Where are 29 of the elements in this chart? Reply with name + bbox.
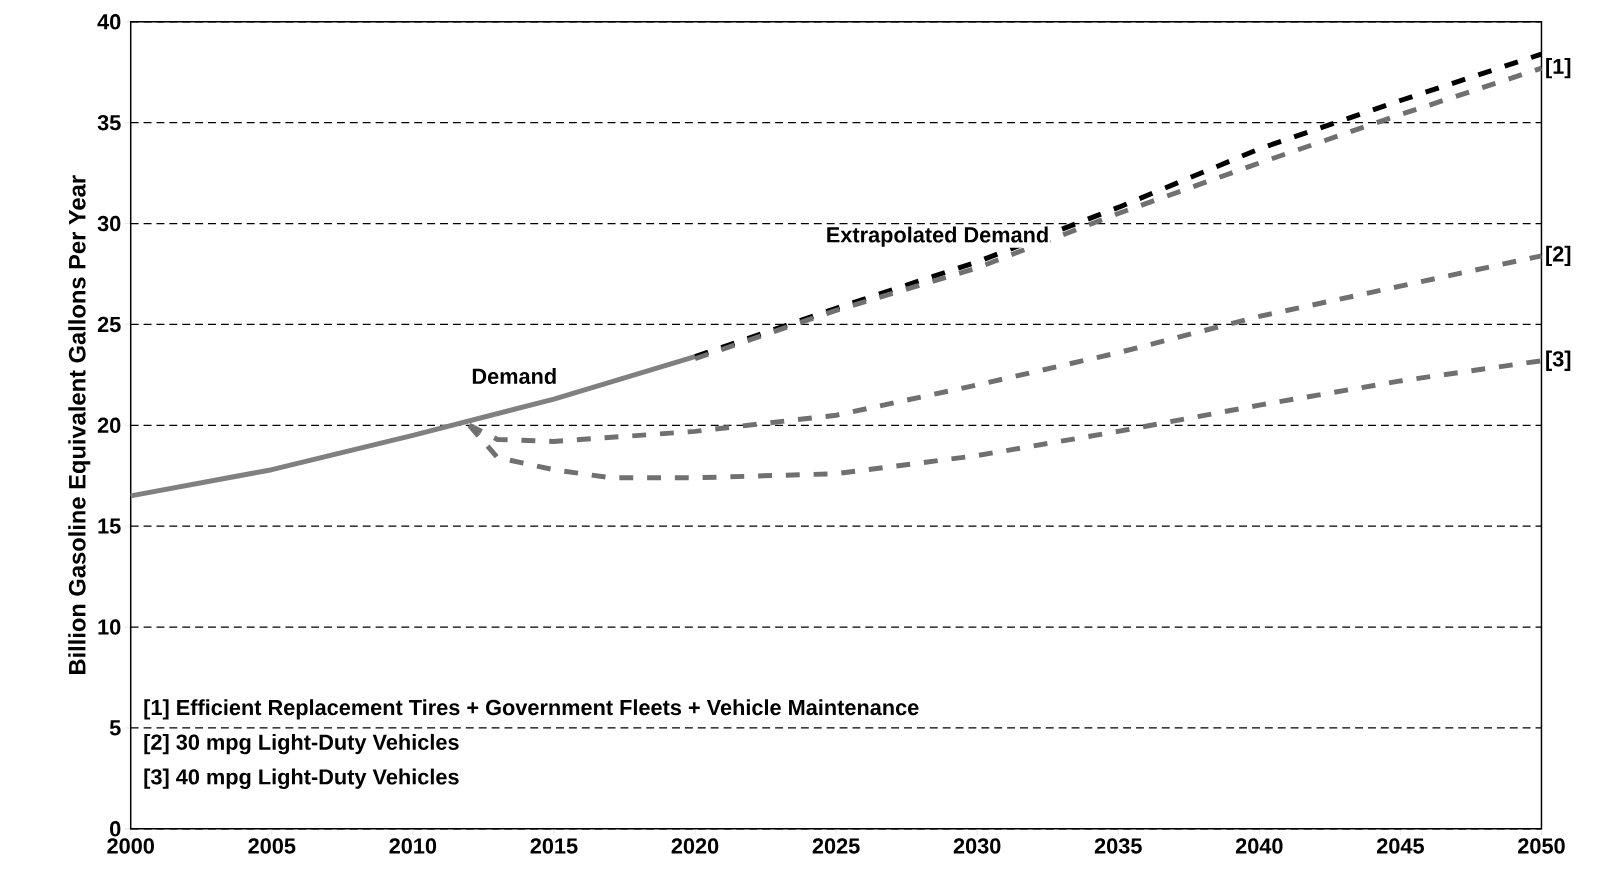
series-label: [2] (1546, 245, 1571, 266)
x-tick-label: 2020 (671, 838, 719, 854)
y-tick-label: 20 (97, 417, 121, 433)
x-tick-label: 2045 (1376, 838, 1424, 854)
x-tick-label: 2005 (248, 838, 296, 854)
series-label: [1] (1546, 57, 1571, 79)
y-axis-title: Billion Gasoline Equivalent Gallons Per Year (68, 175, 91, 674)
y-tick-label: 0 (110, 820, 121, 837)
x-tick-label: 2025 (812, 838, 860, 854)
x-tick-label: 2030 (953, 838, 1001, 854)
y-tick-label: 35 (97, 114, 121, 131)
annotation: Extrapolated Demand (827, 226, 1048, 247)
y-tick-label: 40 (97, 13, 121, 30)
annotation: [2] 30 mpg Light-Duty Vehicles (144, 733, 459, 755)
y-tick-label: 5 (109, 720, 121, 736)
x-tick-label: 2040 (1235, 838, 1283, 854)
x-tick-label: 2000 (107, 838, 154, 854)
x-tick-label: 2035 (1094, 838, 1142, 854)
series-label: [3] (1546, 350, 1571, 371)
x-tick-label: 2050 (1518, 838, 1565, 854)
annotation: [3] 40 mpg Light-Duty Vehicles (144, 768, 459, 789)
y-tick-label: 15 (98, 518, 121, 534)
y-tick-label: 10 (98, 619, 121, 635)
y-tick-label: 30 (97, 215, 121, 232)
annotation: [1] Efficient Replacement Tires + Government Fleets + Vehicle Maintenance (144, 699, 919, 720)
x-tick-label: 2010 (389, 838, 437, 854)
annotation: Demand (472, 367, 556, 384)
y-tick-label: 25 (97, 316, 121, 332)
x-tick-label: 2015 (530, 838, 578, 854)
